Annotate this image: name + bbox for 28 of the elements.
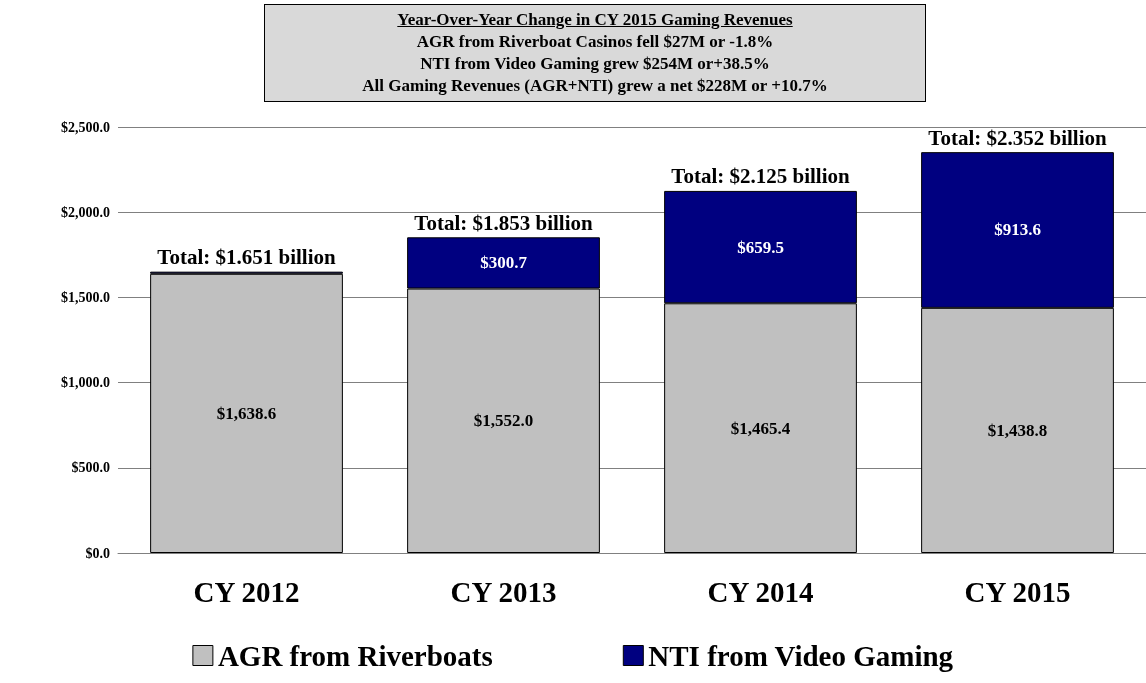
x-tick-label: CY 2013 xyxy=(450,575,557,608)
x-tick-label: CY 2014 xyxy=(707,575,814,608)
text: AGR from Riverboat Casinos fell $27M or -1.8% xyxy=(415,31,775,53)
total-label: Total: $2.352 billion xyxy=(928,125,1107,150)
data-label: $913.6 xyxy=(994,220,1041,240)
data-label: $1,638.6 xyxy=(216,403,277,423)
x-tick-label: CY 2015 xyxy=(964,575,1071,608)
total-label: Total: $1.853 billion xyxy=(414,210,593,235)
data-label: $1,465.4 xyxy=(730,418,791,438)
data-label: $1,438.8 xyxy=(987,420,1048,440)
text: All Gaming Revenues (AGR+NTI) grew a net $228M or +10.7% xyxy=(361,75,829,97)
y-tick-label: $1,000.0 xyxy=(61,375,110,391)
y-tick-label: $500.0 xyxy=(71,460,110,476)
bar xyxy=(150,273,343,553)
total-label: Total: $2.125 billion xyxy=(671,164,850,189)
text: NTI from Video Gaming grew $254M or+38.5% xyxy=(419,53,771,75)
y-tick-label: $2,500.0 xyxy=(61,119,110,135)
data-label: $659.5 xyxy=(737,237,784,257)
legend-label: AGR from Riverboats xyxy=(217,639,493,672)
y-tick-label: $0.0 xyxy=(85,545,110,561)
data-label: $1,552.0 xyxy=(473,411,534,431)
x-tick-label: CY 2012 xyxy=(193,575,300,608)
legend-label: NTI from Video Gaming xyxy=(648,639,954,672)
chart-title: Year-Over-Year Change in CY 2015 Gaming Revenues xyxy=(396,9,794,31)
y-tick-label: $1,500.0 xyxy=(61,289,110,305)
total-label: Total: $1.651 billion xyxy=(157,245,336,270)
data-label: $300.7 xyxy=(480,253,528,273)
y-tick-label: $2,000.0 xyxy=(61,204,110,220)
